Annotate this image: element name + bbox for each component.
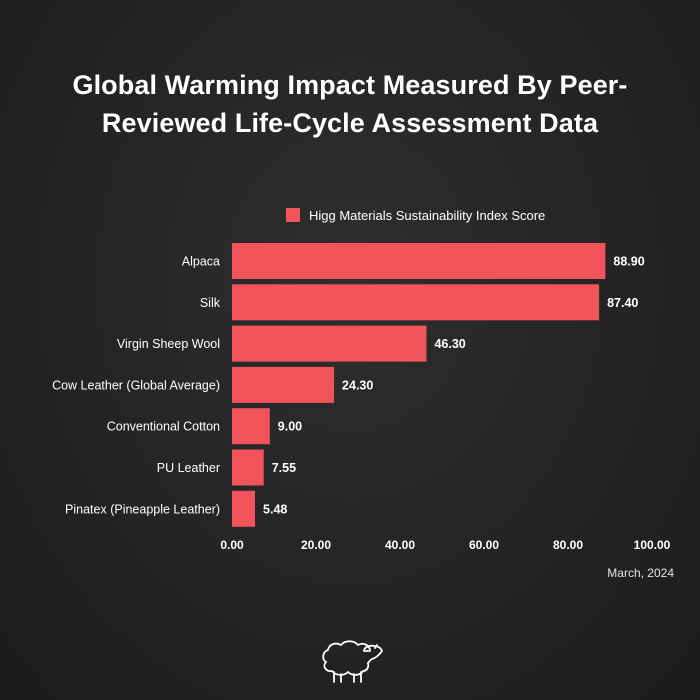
- chart-title: Global Warming Impact Measured By Peer- …: [20, 66, 680, 142]
- category-label-5: PU Leather: [157, 461, 220, 475]
- bar-1: [232, 284, 600, 321]
- x-tick-0: 0.00: [220, 538, 244, 552]
- legend: Higg Materials Sustainability Index Scor…: [286, 208, 545, 223]
- x-axis-ticks: 0.00 20.00 40.00 60.00 80.00 100.00: [220, 538, 670, 552]
- bars: [232, 243, 606, 527]
- value-label-5: 7.55: [272, 461, 296, 475]
- value-label-6: 5.48: [263, 502, 287, 516]
- value-label-1: 87.40: [607, 296, 638, 310]
- category-label-3: Cow Leather (Global Average): [52, 378, 220, 392]
- value-label-0: 88.90: [613, 255, 644, 269]
- value-label-4: 9.00: [278, 420, 302, 434]
- x-tick-2: 40.00: [385, 538, 415, 552]
- category-label-1: Silk: [200, 296, 221, 310]
- x-tick-5: 100.00: [634, 538, 671, 552]
- category-label-4: Conventional Cotton: [107, 420, 220, 434]
- legend-swatch: [286, 208, 300, 222]
- category-label-6: Pinatex (Pineapple Leather): [65, 502, 220, 516]
- bar-0: [232, 243, 606, 279]
- sheep-icon: [314, 636, 386, 691]
- value-label-3: 24.30: [342, 378, 373, 392]
- bar-6: [232, 490, 256, 527]
- legend-label: Higg Materials Sustainability Index Scor…: [309, 208, 545, 223]
- x-tick-4: 80.00: [553, 538, 583, 552]
- category-label-0: Alpaca: [182, 255, 220, 269]
- value-labels: 88.90 87.40 46.30 24.30 9.00 7.55 5.48: [263, 255, 645, 517]
- bar-5: [232, 449, 264, 486]
- x-tick-1: 20.00: [301, 538, 331, 552]
- x-tick-3: 60.00: [469, 538, 499, 552]
- bar-4: [232, 408, 270, 445]
- category-labels: Alpaca Silk Virgin Sheep Wool Cow Leather (…: [52, 255, 221, 517]
- date-label: March, 2024: [607, 566, 674, 580]
- bar-2: [232, 325, 427, 362]
- value-label-2: 46.30: [434, 337, 465, 351]
- bar-3: [232, 366, 335, 403]
- category-label-2: Virgin Sheep Wool: [117, 337, 220, 351]
- title-line-1: Global Warming Impact Measured By Peer-: [72, 70, 628, 100]
- title-line-2: Reviewed Life-Cycle Assessment Data: [101, 108, 599, 138]
